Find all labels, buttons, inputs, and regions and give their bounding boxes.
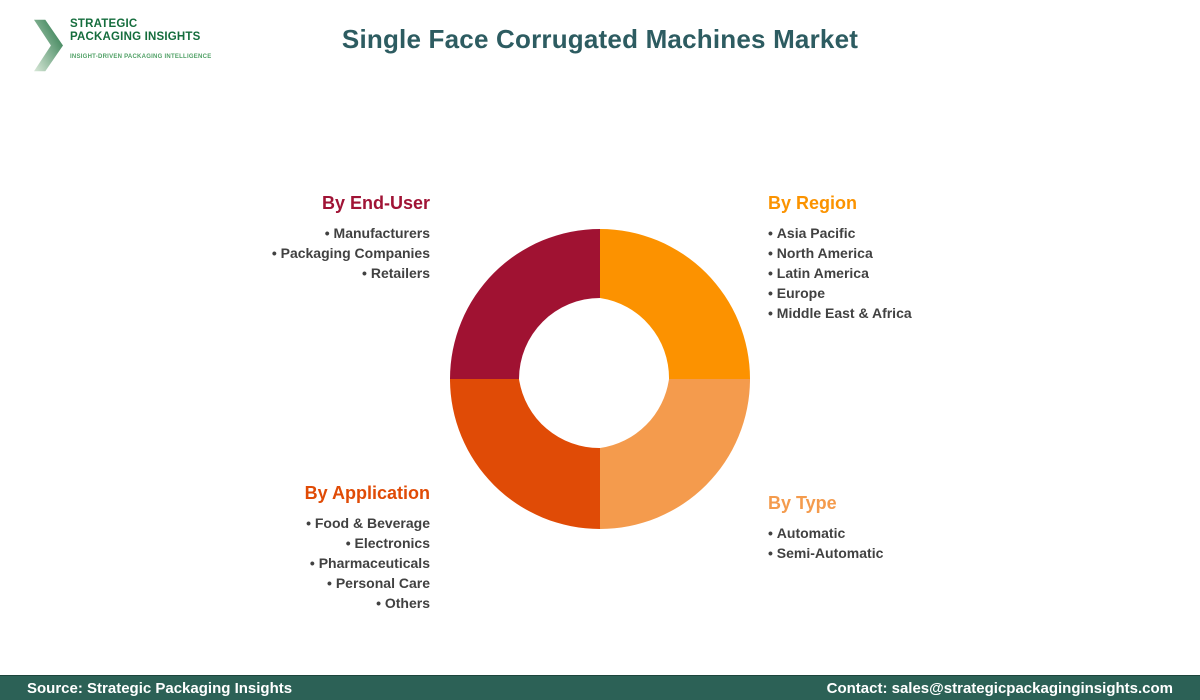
segment-by-application: By Application Food & Beverage Electroni… [305, 483, 430, 613]
list-item: Others [305, 593, 430, 613]
donut-quadrant-region [600, 229, 750, 379]
segment-list-application: Food & Beverage Electronics Pharmaceutic… [305, 513, 430, 613]
segment-heading-application: By Application [304, 483, 430, 503]
brand-name-line2: PACKAGING INSIGHTS [70, 31, 201, 43]
list-item: Manufacturers [272, 223, 430, 243]
segmentation-donut-chart [450, 229, 750, 529]
list-item: Pharmaceuticals [305, 553, 430, 573]
list-item: Semi-Automatic [768, 543, 884, 563]
brand-name: STRATEGIC PACKAGING INSIGHTS INSIGHT-DRI… [70, 16, 211, 60]
segment-by-type: By Type Automatic Semi-Automatic [768, 493, 883, 563]
segment-by-region: By Region Asia Pacific North America Lat… [768, 193, 912, 323]
brand-name-line1: STRATEGIC [70, 18, 138, 30]
segment-heading-region: By Region [768, 193, 858, 213]
list-item: Middle East & Africa [768, 303, 912, 323]
segment-list-region: Asia Pacific North America Latin America… [768, 223, 912, 323]
list-item: Europe [768, 283, 912, 303]
brand-logo: STRATEGIC PACKAGING INSIGHTS INSIGHT-DRI… [34, 16, 211, 72]
donut-quadrant-type [600, 379, 750, 529]
list-item: Asia Pacific [768, 223, 912, 243]
segment-heading-type: By Type [768, 493, 837, 513]
list-item: Packaging Companies [272, 243, 430, 263]
segment-by-end-user: By End-User Manufacturers Packaging Comp… [272, 193, 430, 283]
segment-list-end-user: Manufacturers Packaging Companies Retail… [272, 223, 430, 283]
brand-tagline: INSIGHT-DRIVEN PACKAGING INTELLIGENCE [70, 54, 212, 60]
list-item: Food & Beverage [305, 513, 430, 533]
footer-bar: Source: Strategic Packaging Insights Con… [0, 675, 1200, 700]
page-title: Single Face Corrugated Machines Market [341, 24, 859, 54]
list-item: Latin America [768, 263, 912, 283]
segment-heading-end-user: By End-User [321, 193, 430, 213]
footer-source: Source: Strategic Packaging Insights [27, 679, 293, 697]
footer-contact: Contact: sales@strategicpackaginginsight… [826, 679, 1173, 697]
list-item: Automatic [768, 523, 883, 543]
donut-quadrant-application [450, 379, 600, 529]
chevron-arrow-icon [34, 19, 63, 72]
list-item: North America [768, 243, 912, 263]
segment-list-type: Automatic Semi-Automatic [768, 523, 884, 563]
list-item: Personal Care [305, 573, 430, 593]
list-item: Retailers [272, 263, 430, 283]
donut-quadrant-enduser [450, 229, 600, 379]
list-item: Electronics [305, 533, 430, 553]
